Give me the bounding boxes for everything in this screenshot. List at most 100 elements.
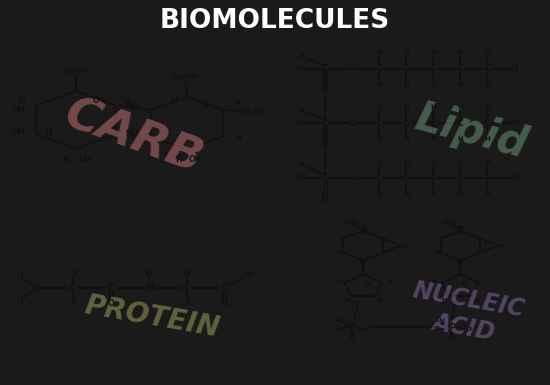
Text: O: O	[108, 299, 114, 308]
Text: O: O	[462, 281, 468, 286]
Text: H: H	[45, 128, 52, 137]
Text: O: O	[349, 119, 356, 128]
Text: P: P	[349, 323, 355, 332]
Text: O: O	[365, 326, 371, 332]
Text: OH: OH	[12, 106, 25, 115]
Text: HO: HO	[125, 102, 139, 111]
Text: H: H	[16, 271, 23, 280]
Text: BIOMOLECULES: BIOMOLECULES	[160, 7, 390, 33]
Text: C: C	[403, 173, 409, 182]
Text: H: H	[344, 298, 350, 303]
Text: H: H	[458, 50, 463, 55]
Text: C: C	[376, 64, 382, 73]
Text: NH₂: NH₂	[344, 219, 359, 225]
Text: CH₂OH: CH₂OH	[63, 68, 90, 74]
Text: H: H	[458, 191, 463, 197]
Text: C: C	[183, 283, 191, 293]
Text: NUCLEIC
ACID: NUCLEIC ACID	[405, 278, 526, 349]
Text: O: O	[336, 317, 342, 323]
Text: C: C	[376, 119, 382, 128]
Text: H: H	[175, 156, 182, 164]
Text: N: N	[401, 243, 407, 249]
Text: H: H	[458, 104, 463, 110]
Text: H: H	[484, 279, 490, 284]
Text: O: O	[202, 102, 208, 110]
Text: O: O	[465, 326, 471, 332]
Text: P: P	[449, 323, 455, 332]
Text: O: O	[349, 335, 355, 341]
Text: C: C	[403, 119, 409, 128]
Text: H: H	[485, 136, 491, 142]
Text: C: C	[70, 283, 77, 293]
Text: O: O	[436, 317, 442, 323]
Text: N: N	[31, 283, 40, 293]
Text: H: H	[360, 267, 366, 272]
Text: N: N	[337, 250, 343, 256]
Text: H: H	[431, 159, 436, 165]
Text: H: H	[474, 298, 480, 303]
Text: C: C	[458, 119, 464, 128]
Text: H: H	[298, 53, 304, 59]
Text: H: H	[404, 191, 409, 197]
Text: H: H	[70, 269, 76, 278]
Text: H: H	[126, 130, 133, 139]
Text: C: C	[458, 173, 464, 182]
Text: O: O	[349, 173, 356, 182]
Text: C: C	[376, 173, 382, 182]
Text: H: H	[170, 96, 177, 105]
Text: H: H	[295, 64, 301, 73]
Text: H: H	[431, 82, 436, 88]
Text: C: C	[485, 173, 491, 182]
Text: H: H	[62, 154, 69, 164]
Text: O: O	[92, 96, 100, 105]
Text: H: H	[458, 159, 463, 165]
Text: H: H	[376, 136, 382, 142]
Text: OH: OH	[12, 128, 25, 137]
Text: H: H	[376, 104, 382, 110]
Text: H: H	[235, 134, 241, 143]
Text: N: N	[458, 226, 464, 231]
Text: O: O	[333, 326, 339, 332]
Text: O: O	[449, 335, 455, 341]
Text: H: H	[431, 50, 436, 55]
Text: H: H	[16, 296, 23, 306]
Text: H: H	[432, 279, 437, 284]
Text: H: H	[18, 96, 25, 105]
Text: H: H	[295, 119, 301, 128]
Text: O: O	[130, 103, 136, 112]
Text: O: O	[322, 196, 328, 204]
Text: H: H	[295, 173, 301, 182]
Text: H: H	[485, 159, 491, 165]
Text: C: C	[107, 283, 115, 293]
Text: CH₂OH: CH₂OH	[239, 109, 267, 115]
Text: N: N	[457, 260, 463, 266]
Text: N: N	[498, 243, 504, 249]
Text: H: H	[298, 107, 304, 114]
Text: H: H	[404, 104, 409, 110]
Text: H: H	[334, 279, 339, 284]
Text: C: C	[458, 64, 464, 73]
Text: H: H	[184, 269, 190, 278]
Text: OH: OH	[241, 271, 255, 280]
Text: PROTEIN: PROTEIN	[82, 291, 222, 343]
Text: H: H	[511, 173, 518, 182]
Text: R: R	[184, 298, 190, 307]
Text: H: H	[485, 191, 491, 197]
Text: OH: OH	[79, 154, 92, 164]
Text: C: C	[221, 283, 228, 293]
Text: H: H	[511, 64, 518, 73]
Text: H: H	[458, 267, 463, 272]
Text: H: H	[511, 119, 518, 128]
Text: N: N	[434, 250, 440, 256]
Text: H: H	[387, 279, 392, 284]
Text: C: C	[322, 64, 328, 73]
Text: H: H	[233, 100, 240, 109]
Text: HO: HO	[125, 129, 139, 137]
Text: CARB: CARB	[58, 91, 208, 182]
Text: C: C	[485, 119, 491, 128]
Text: H: H	[404, 159, 409, 165]
Text: H: H	[377, 298, 382, 303]
Text: O: O	[222, 299, 228, 308]
Text: N: N	[360, 260, 366, 266]
Text: C: C	[485, 64, 491, 73]
